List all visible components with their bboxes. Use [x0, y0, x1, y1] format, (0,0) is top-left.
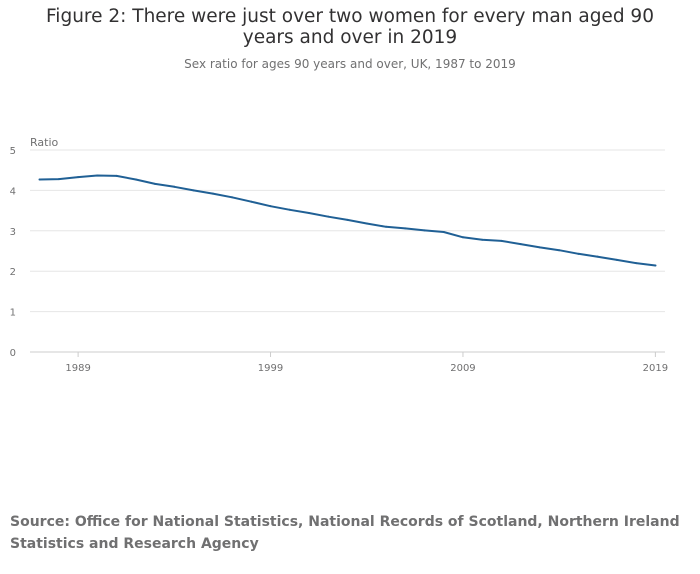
x-tick-label: 1989	[65, 363, 90, 374]
data-point	[134, 178, 137, 181]
data-point	[211, 192, 214, 195]
source-note: Source: Office for National Statistics, …	[10, 514, 680, 552]
y-tick-label: 5	[10, 146, 16, 157]
y-axis-label: Ratio	[30, 136, 59, 149]
data-point	[96, 174, 99, 177]
data-point	[558, 249, 561, 252]
data-point	[231, 196, 234, 199]
data-point	[173, 185, 176, 188]
data-point	[654, 264, 657, 267]
data-point	[308, 212, 311, 215]
data-point	[327, 215, 330, 218]
data-point	[77, 176, 80, 179]
data-point	[404, 227, 407, 230]
y-tick-label: 1	[10, 308, 16, 319]
data-point	[288, 208, 291, 211]
data-point	[365, 222, 368, 225]
data-point	[346, 218, 349, 221]
y-tick-label: 4	[10, 186, 16, 197]
data-point	[481, 238, 484, 241]
data-point	[577, 252, 580, 255]
data-point	[384, 225, 387, 228]
y-tick-label: 2	[10, 267, 16, 278]
data-point	[615, 258, 618, 261]
y-tick-label: 3	[10, 227, 16, 238]
x-tick-label: 1999	[258, 363, 283, 374]
data-point	[635, 262, 638, 265]
chart-title: Figure 2: There were just over two women…	[46, 6, 654, 48]
data-point	[519, 243, 522, 246]
data-point	[461, 236, 464, 239]
data-point	[596, 255, 599, 258]
x-tick-label: 2009	[450, 363, 475, 374]
x-tick-label: 2019	[643, 363, 668, 374]
data-point	[500, 239, 503, 242]
data-point	[442, 231, 445, 234]
data-point	[269, 205, 272, 208]
y-tick-label: 0	[10, 348, 16, 359]
data-point	[423, 229, 426, 232]
data-point	[538, 246, 541, 249]
data-point	[57, 178, 60, 181]
data-point	[115, 174, 118, 177]
data-point	[250, 200, 253, 203]
chart-subtitle: Sex ratio for ages 90 years and over, UK…	[184, 57, 516, 71]
data-point	[154, 182, 157, 185]
data-point	[38, 178, 41, 181]
data-point	[192, 189, 195, 192]
